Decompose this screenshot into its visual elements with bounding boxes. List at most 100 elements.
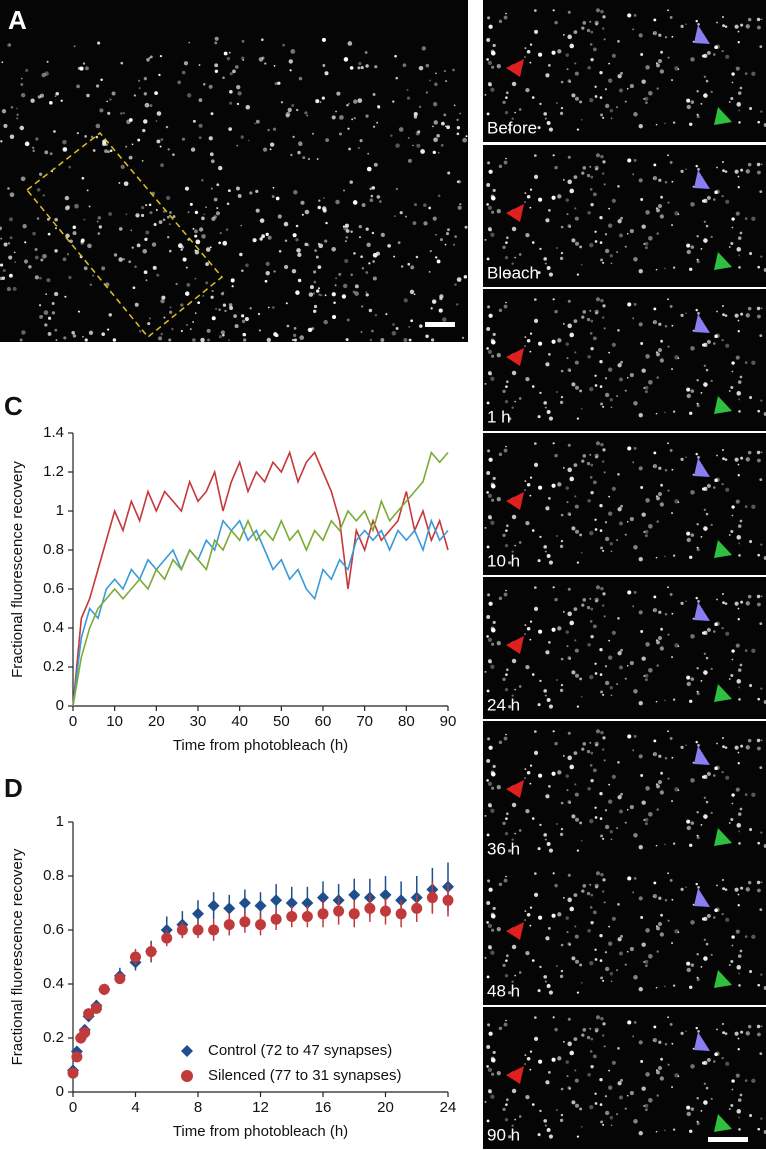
punctum — [574, 934, 579, 939]
punctum — [490, 520, 495, 525]
punctum — [656, 640, 660, 645]
punctum — [685, 744, 687, 747]
punctum — [137, 138, 141, 142]
punctum — [274, 81, 278, 86]
punctum — [760, 399, 763, 402]
punctum — [241, 40, 245, 43]
punctum — [505, 954, 509, 958]
punctum — [419, 324, 423, 328]
punctum — [569, 943, 571, 946]
punctum — [696, 403, 700, 408]
punctum — [307, 157, 311, 161]
punctum — [524, 345, 526, 347]
punctum — [734, 457, 739, 462]
punctum — [604, 521, 608, 524]
punctum — [235, 186, 240, 191]
punctum — [685, 1030, 687, 1033]
punctum — [166, 215, 170, 219]
punctum — [145, 237, 148, 240]
punctum — [425, 334, 429, 338]
punctum — [548, 127, 554, 132]
punctum — [160, 138, 164, 141]
punctum — [484, 526, 487, 529]
point — [130, 951, 141, 963]
punctum — [638, 556, 643, 562]
punctum — [690, 778, 695, 783]
punctum — [735, 787, 740, 792]
punctum — [751, 648, 756, 653]
punctum — [23, 259, 29, 264]
punctum — [579, 1107, 583, 1111]
punctum — [738, 398, 741, 401]
punctum — [135, 213, 140, 218]
punctum — [728, 246, 731, 248]
punctum — [491, 65, 495, 69]
punctum — [573, 175, 578, 179]
punctum — [529, 476, 533, 479]
punctum — [608, 511, 613, 516]
punctum — [640, 342, 644, 345]
punctum — [739, 231, 743, 235]
punctum — [34, 247, 38, 251]
punctum — [589, 242, 594, 248]
punctum — [700, 102, 703, 105]
punctum — [486, 758, 491, 763]
punctum — [211, 316, 216, 321]
punctum — [745, 745, 750, 750]
punctum — [134, 265, 137, 269]
punctum — [487, 349, 493, 355]
punctum — [552, 586, 555, 589]
punctum — [190, 147, 196, 152]
punctum — [182, 257, 187, 262]
punctum — [632, 317, 635, 320]
punctum — [731, 514, 734, 517]
punctum — [600, 1016, 604, 1021]
punctum — [589, 1027, 592, 1030]
punctum — [565, 342, 569, 346]
punctum — [505, 524, 509, 528]
punctum — [633, 590, 637, 594]
punctum — [685, 168, 687, 171]
punctum — [0, 263, 4, 267]
punctum — [571, 93, 576, 98]
frame-label: 36 h — [487, 839, 520, 858]
punctum — [548, 848, 554, 853]
punctum — [624, 1107, 627, 1110]
punctum — [602, 116, 605, 119]
punctum — [361, 267, 365, 270]
punctum — [331, 246, 337, 252]
punctum — [721, 878, 724, 881]
punctum — [141, 206, 145, 210]
punctum — [423, 221, 428, 226]
punctum — [432, 216, 437, 221]
punctum — [552, 298, 555, 301]
punctum — [730, 673, 734, 677]
punctum — [690, 1107, 695, 1111]
punctum — [505, 380, 509, 384]
punctum — [158, 73, 161, 77]
punctum — [680, 745, 684, 749]
punctum — [685, 456, 687, 459]
punctum — [548, 416, 554, 421]
punctum — [660, 627, 664, 631]
punctum — [488, 1031, 493, 1036]
punctum — [200, 337, 205, 343]
punctum — [574, 360, 579, 365]
punctum — [368, 308, 373, 313]
punctum — [408, 325, 411, 328]
punctum — [54, 328, 58, 332]
punctum — [214, 36, 219, 41]
punctum — [601, 748, 605, 751]
punctum — [664, 555, 666, 558]
punctum — [595, 1015, 601, 1020]
punctum — [633, 302, 637, 306]
punctum — [554, 453, 558, 458]
punctum — [567, 79, 572, 83]
punctum — [608, 367, 613, 372]
punctum — [545, 218, 550, 223]
punctum — [658, 610, 662, 614]
punctum — [581, 26, 585, 30]
punctum — [202, 82, 206, 86]
punctum — [543, 689, 547, 693]
punctum — [738, 1128, 741, 1131]
